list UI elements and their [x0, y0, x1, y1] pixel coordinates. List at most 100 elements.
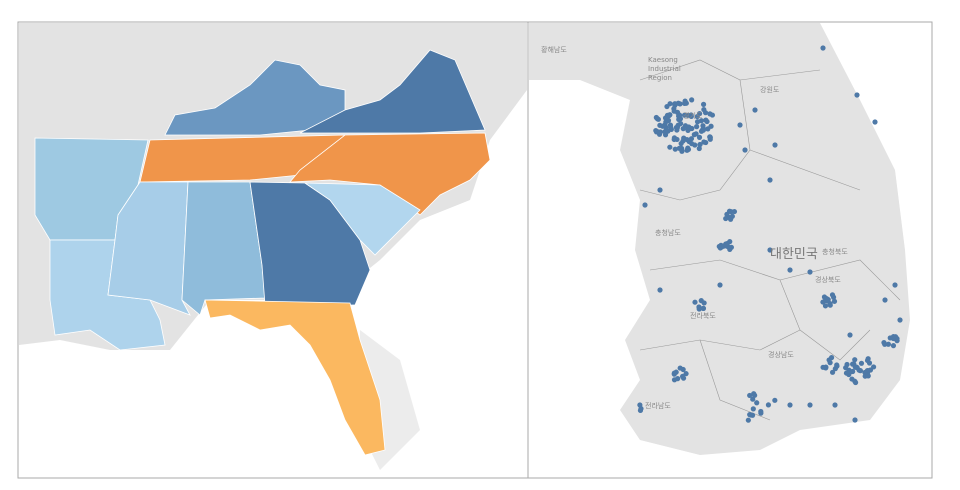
location-dot	[723, 215, 729, 222]
location-dot	[697, 141, 703, 148]
location-dot	[698, 118, 705, 124]
location-dot	[854, 92, 860, 98]
location-dot	[820, 45, 826, 51]
location-dot	[843, 365, 849, 371]
location-dot	[758, 408, 764, 415]
location-dot	[727, 246, 733, 253]
location-dot	[852, 417, 858, 423]
region-label: 충청남도	[655, 228, 681, 237]
location-dot	[680, 126, 686, 132]
special-region-label: Region	[648, 74, 672, 82]
state	[204, 299, 386, 456]
location-dot	[683, 371, 689, 377]
region-label: 경상북도	[815, 275, 841, 284]
region-label: 강원도	[760, 85, 780, 94]
location-dot	[827, 302, 833, 308]
country-label: 대한민국	[770, 247, 818, 262]
location-dot	[700, 101, 707, 107]
location-dot	[723, 241, 729, 247]
location-dot	[717, 282, 723, 288]
location-dot	[885, 341, 892, 347]
location-dot	[772, 142, 778, 148]
region-label: 충청북도	[822, 247, 848, 256]
location-dot	[653, 114, 659, 121]
location-dot	[826, 357, 832, 363]
location-dot	[642, 202, 648, 208]
location-dot	[831, 298, 838, 304]
location-dot	[637, 402, 643, 408]
location-dot	[752, 107, 758, 113]
location-dot	[767, 177, 773, 183]
region-label: 경기도	[683, 111, 703, 120]
location-dot	[852, 357, 858, 363]
location-dot	[667, 112, 673, 118]
location-dot	[679, 373, 686, 380]
location-dot	[657, 187, 663, 193]
region-label: 전라북도	[690, 311, 716, 320]
location-dot	[747, 392, 753, 399]
location-dot	[674, 125, 680, 131]
location-dot	[657, 287, 663, 293]
state	[299, 49, 486, 134]
location-dot	[701, 106, 707, 113]
location-dot	[685, 145, 691, 151]
state	[289, 132, 491, 216]
location-dot	[822, 303, 829, 309]
location-dot	[897, 317, 903, 323]
region-label: 전라남도	[645, 401, 671, 410]
location-dot	[689, 125, 695, 132]
location-dot	[668, 124, 674, 131]
location-dot	[820, 364, 826, 370]
location-dot	[657, 129, 664, 135]
location-dot	[807, 269, 813, 275]
location-dot	[847, 332, 853, 338]
location-dot	[705, 126, 711, 132]
location-dot	[892, 282, 898, 288]
location-dot	[680, 138, 686, 144]
location-dot	[729, 213, 735, 219]
region-label: 경상남도	[768, 350, 794, 359]
location-dot	[637, 407, 644, 414]
location-dot	[662, 122, 668, 128]
location-dot	[745, 417, 751, 423]
location-dot	[703, 117, 709, 123]
location-dot	[866, 360, 873, 366]
location-dot	[750, 396, 756, 402]
location-dot	[829, 369, 836, 375]
location-dot	[865, 373, 871, 379]
location-dot	[751, 391, 757, 397]
location-dot	[653, 127, 659, 134]
location-dot	[657, 122, 663, 128]
location-dot	[682, 98, 688, 104]
location-dot	[890, 343, 897, 349]
location-dot	[772, 397, 778, 403]
location-dot	[829, 292, 836, 298]
location-dot	[692, 142, 698, 148]
location-dot	[807, 402, 813, 408]
location-dot	[677, 365, 683, 371]
location-dot	[787, 402, 793, 408]
location-dot	[667, 144, 673, 150]
location-dot	[679, 148, 685, 154]
location-dot	[677, 101, 683, 107]
location-dot	[849, 376, 855, 382]
region-label: 황해남도	[541, 45, 567, 54]
location-dot	[737, 122, 743, 128]
state	[164, 59, 346, 136]
location-dot	[691, 132, 697, 138]
location-dot	[824, 297, 831, 303]
location-dot	[696, 110, 703, 117]
location-dot	[707, 111, 713, 117]
location-dot	[684, 136, 690, 143]
location-dot	[850, 361, 856, 367]
us-map	[17, 21, 529, 479]
location-dot	[696, 145, 702, 152]
location-dot	[665, 128, 671, 134]
location-dot	[834, 363, 840, 369]
location-dot	[671, 377, 678, 383]
location-dot	[688, 112, 694, 118]
location-dot	[688, 136, 695, 142]
location-dot	[676, 112, 683, 118]
location-dot	[787, 267, 793, 273]
